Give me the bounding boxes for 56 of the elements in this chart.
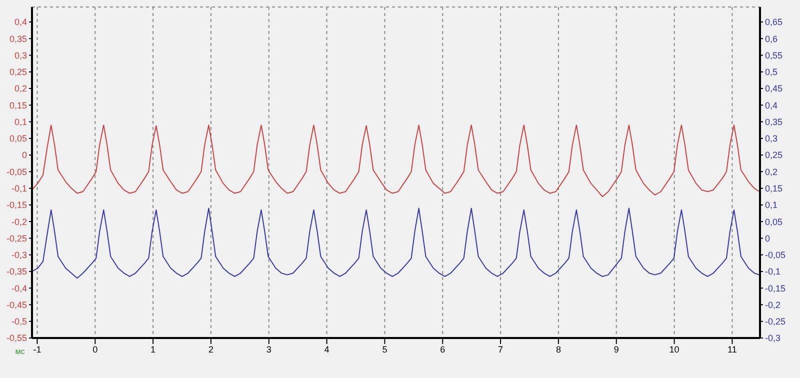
y2-tick-label: 0,6 bbox=[765, 34, 778, 44]
x-tick-label: 1 bbox=[150, 344, 156, 354]
y-tick-label: -0,55 bbox=[6, 333, 27, 344]
line-series bbox=[32, 208, 760, 279]
y2-tick-label: 0,3 bbox=[765, 134, 778, 144]
x-tick-label: 3 bbox=[266, 344, 272, 354]
x-tick-label: 5 bbox=[382, 344, 388, 354]
y-tick-label: -0,25 bbox=[6, 233, 27, 244]
y2-tick-label: 0,35 bbox=[765, 116, 783, 127]
y-tick-label: -0,45 bbox=[6, 300, 27, 310]
y2-tick-label: 0,45 bbox=[765, 84, 783, 94]
y2-tick-label: -0,3 bbox=[765, 333, 781, 344]
y2-tick-label: 0 bbox=[765, 233, 770, 244]
y-tick-label: -0,3 bbox=[11, 250, 27, 260]
x-tick-label: 6 bbox=[440, 344, 446, 354]
y2-tick-label: 0,4 bbox=[765, 100, 778, 110]
y2-tick-label: -0,2 bbox=[765, 300, 781, 310]
y2-tick-label: 0,5 bbox=[765, 67, 778, 78]
y-tick-label: 0,4 bbox=[14, 17, 27, 28]
y-tick-label: 0,25 bbox=[9, 67, 27, 78]
x-tick-label: 4 bbox=[324, 344, 330, 354]
y2-tick-label: 0,2 bbox=[765, 166, 778, 177]
y-tick-label: 0,2 bbox=[14, 84, 27, 94]
x-tick-label: 10 bbox=[669, 344, 680, 354]
y-tick-label: 0 bbox=[22, 150, 27, 160]
y-tick-label: 0,35 bbox=[9, 34, 27, 44]
x-tick-label: -1 bbox=[33, 344, 42, 354]
y-tick-label: 0,3 bbox=[14, 50, 27, 60]
y-tick-label: -0,15 bbox=[6, 200, 27, 210]
y-tick-label: 0,1 bbox=[14, 116, 27, 127]
y-tick-label: -0,05 bbox=[6, 166, 27, 177]
x-tick-label: 7 bbox=[498, 344, 504, 354]
y2-tick-label: 0,65 bbox=[765, 17, 783, 28]
y-tick-label: 0,15 bbox=[9, 100, 27, 110]
y2-tick-label: 0,25 bbox=[765, 150, 783, 160]
y2-tick-label: -0,05 bbox=[765, 250, 786, 260]
y-tick-label: -0,2 bbox=[11, 216, 27, 227]
x-tick-label: 9 bbox=[614, 344, 619, 354]
y-tick-label: -0,1 bbox=[11, 183, 27, 194]
y-tick-label: 0,05 bbox=[9, 134, 27, 144]
x-axis-title: мс bbox=[15, 347, 25, 356]
y2-tick-label: -0,1 bbox=[765, 266, 781, 277]
y2-tick-label: -0,15 bbox=[765, 283, 786, 294]
y2-tick-label: 0,55 bbox=[765, 50, 783, 60]
y-tick-label: -0,4 bbox=[11, 283, 27, 294]
x-tick-label: 0 bbox=[92, 344, 98, 354]
y2-tick-label: 0,05 bbox=[765, 216, 783, 227]
y-tick-label: -0,35 bbox=[6, 266, 27, 277]
y2-tick-label: 0,1 bbox=[765, 200, 778, 210]
line-series bbox=[32, 124, 760, 198]
x-tick-label: 11 bbox=[728, 344, 737, 354]
y2-tick-label: 0,15 bbox=[765, 183, 783, 194]
y-tick-label: -0,5 bbox=[11, 316, 27, 327]
x-tick-label: 2 bbox=[208, 344, 214, 354]
y2-tick-label: -0,25 bbox=[765, 316, 786, 327]
x-tick-label: 8 bbox=[556, 344, 561, 354]
